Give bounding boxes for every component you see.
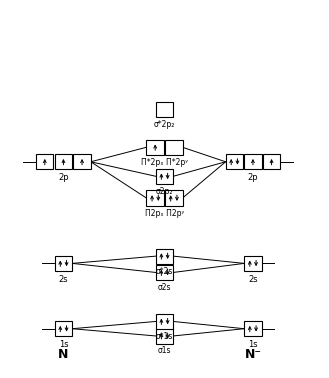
- Text: N: N: [58, 349, 69, 361]
- Bar: [165, 191, 183, 206]
- Text: Π2pₓ Π2pʸ: Π2pₓ Π2pʸ: [145, 209, 184, 218]
- Text: N⁻: N⁻: [244, 349, 262, 361]
- Bar: [156, 314, 173, 329]
- Bar: [226, 154, 243, 169]
- Bar: [146, 191, 164, 206]
- Text: σ*1s: σ*1s: [156, 332, 173, 341]
- Text: 2s: 2s: [248, 275, 258, 284]
- Bar: [244, 154, 262, 169]
- Bar: [244, 256, 262, 271]
- Text: 2p: 2p: [58, 173, 69, 182]
- Text: σ*2p₂: σ*2p₂: [154, 120, 175, 129]
- Text: σ2s: σ2s: [158, 283, 171, 292]
- Text: Π*2pₓ Π*2pʸ: Π*2pₓ Π*2pʸ: [141, 158, 188, 167]
- Bar: [244, 321, 262, 336]
- Bar: [165, 139, 183, 155]
- Text: σ1s: σ1s: [158, 347, 171, 355]
- Bar: [55, 321, 72, 336]
- Text: 1s: 1s: [248, 340, 258, 349]
- Text: 2p: 2p: [248, 173, 258, 182]
- Text: 1s: 1s: [59, 340, 68, 349]
- Bar: [156, 265, 173, 280]
- Bar: [36, 154, 54, 169]
- Bar: [156, 169, 173, 184]
- Bar: [156, 102, 173, 117]
- Text: σ2p₂: σ2p₂: [156, 187, 173, 196]
- Text: 2s: 2s: [59, 275, 68, 284]
- Text: σ*2s: σ*2s: [156, 266, 173, 276]
- Bar: [146, 139, 164, 155]
- Bar: [55, 154, 72, 169]
- Bar: [156, 248, 173, 264]
- Bar: [263, 154, 280, 169]
- Bar: [156, 328, 173, 344]
- Bar: [73, 154, 91, 169]
- Bar: [55, 256, 72, 271]
